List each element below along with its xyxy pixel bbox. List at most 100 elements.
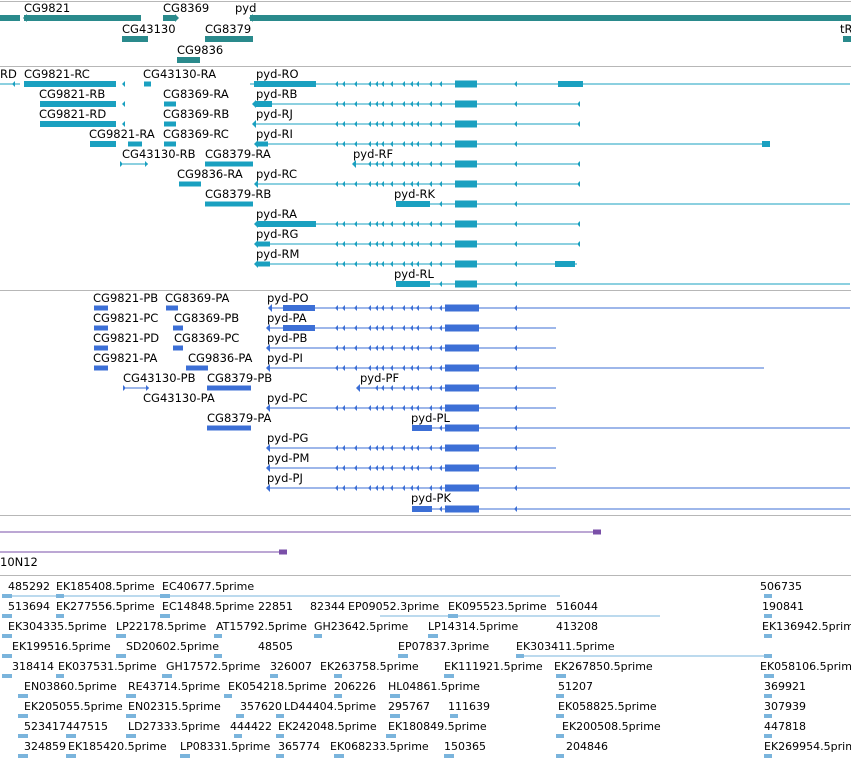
transcript-strand-arrow[interactable] [254,260,258,268]
feature-label-pyd-ri[interactable]: pyd-RI [256,127,293,141]
transcript-exon[interactable] [164,141,176,147]
feature-label-ek136942-5prime[interactable]: EK136942.5prime [762,620,851,633]
transcript-exon[interactable] [40,101,116,107]
transcript-exon-arrow[interactable] [335,101,338,107]
transcript-exon-arrow[interactable] [514,101,517,107]
protein-exon-arrow[interactable] [335,465,338,471]
feature-label-307939[interactable]: 307939 [764,700,806,713]
est-block[interactable] [556,674,566,678]
est-block[interactable] [334,754,344,758]
protein-exon-arrow[interactable] [390,465,393,471]
feature-label-150365[interactable]: 150365 [444,740,486,753]
feature-label-447515[interactable]: 447515 [66,720,108,733]
transcript-exon-arrow[interactable] [439,101,442,107]
transcript-exon-arrow[interactable] [402,101,405,107]
est-block[interactable] [18,694,28,698]
feature-label-gh23642-5prime[interactable]: GH23642.5prime [314,620,409,633]
transcript-exon[interactable] [455,100,477,108]
transcript-exon-arrow[interactable] [429,161,432,167]
transcript-exon-arrow[interactable] [342,181,345,187]
transcript-exon-arrow[interactable] [354,121,357,127]
protein-exon-arrow[interactable] [375,465,378,471]
transcript-exon-arrow[interactable] [577,121,580,127]
transcript-exon-arrow[interactable] [410,141,413,147]
transcript-exon-arrow[interactable] [335,221,338,227]
protein-exon[interactable] [445,324,479,332]
feature-label-lp14314-5prime[interactable]: LP14314.5prime [428,620,519,633]
feature-label-cg8379-pa[interactable]: CG8379-PA [207,411,272,425]
transcript-exon-arrow[interactable] [402,141,405,147]
transcript-exon-arrow[interactable] [429,81,432,87]
gene-glyph[interactable] [0,15,20,21]
feature-label-cg8369-pa[interactable]: CG8369-PA [165,291,230,305]
transcript-exon-arrow[interactable] [514,241,517,247]
feature-label-ep07837-3prime[interactable]: EP07837.3prime [398,640,490,653]
feature-label-ek277556-5prime[interactable]: EK277556.5prime [56,600,155,613]
gene-glyph[interactable] [250,15,851,21]
feature-label-51207[interactable]: 51207 [558,680,593,693]
protein-exon-arrow[interactable] [335,325,338,331]
protein-exon[interactable] [173,345,183,351]
est-block[interactable] [516,654,524,658]
est-block[interactable] [764,734,772,738]
feature-label-cg8369-ra[interactable]: CG8369-RA [163,87,229,101]
transcript-exon[interactable] [455,260,477,268]
protein-exon[interactable] [166,305,178,311]
feature-label-ek037531-5prime[interactable]: EK037531.5prime [58,660,157,673]
protein-exon-arrow[interactable] [429,465,432,471]
feature-label-ec14848-5prime[interactable]: EC14848.5prime [162,600,255,613]
protein-exon-arrow[interactable] [410,485,413,491]
transcript-exon-arrow[interactable] [375,261,378,267]
est-block[interactable] [448,614,458,618]
transcript-exon-arrow[interactable] [381,81,384,87]
transcript-strand-arrow[interactable] [254,140,258,148]
feature-label-en02315-5prime[interactable]: EN02315.5prime [128,700,221,713]
feature-label-cg8379-rb[interactable]: CG8379-RB [205,187,272,201]
transcript-exon-arrow[interactable] [390,101,393,107]
protein-strand-arrow[interactable] [356,384,360,392]
transcript-exon-arrow[interactable] [342,121,345,127]
est-block[interactable] [234,734,242,738]
protein-exon-arrow[interactable] [342,345,345,351]
transcript-exon-arrow[interactable] [342,141,345,147]
feature-label-cg9836-pa[interactable]: CG9836-PA [188,351,253,365]
transcript-exon-arrow[interactable] [381,101,384,107]
protein-exon-arrow[interactable] [410,305,413,311]
transcript-exon[interactable] [258,261,270,267]
feature-label-hl04861-5prime[interactable]: HL04861.5prime [388,680,480,693]
protein-strand-arrow[interactable] [266,404,270,412]
feature-label-ec40677-5prime[interactable]: EC40677.5prime [162,580,255,593]
protein-exon-arrow[interactable] [410,465,413,471]
feature-label-cg8369-pb[interactable]: CG8369-PB [174,311,240,325]
transcript-exon-arrow[interactable] [514,141,517,147]
protein-strand-arrow[interactable] [266,324,270,332]
est-block[interactable] [162,674,172,678]
feature-label-cg9821-pa[interactable]: CG9821-PA [93,351,158,365]
transcript-exon-arrow[interactable] [429,121,432,127]
transcript-exon-arrow[interactable] [416,181,419,187]
feature-label-pyd-ro[interactable]: pyd-RO [256,67,299,81]
protein-exon-arrow[interactable] [410,385,413,391]
est-block[interactable] [764,654,772,658]
feature-label-ek058825-5prime[interactable]: EK058825.5prime [558,700,657,713]
transcript-exon[interactable] [205,161,253,167]
protein-exon-arrow[interactable] [416,325,419,331]
protein-exon-arrow[interactable] [514,405,517,411]
transcript-exon-arrow[interactable] [410,161,413,167]
transcript-exon[interactable] [455,80,477,88]
transcript-exon[interactable] [256,101,272,107]
transcript-strand-arrow[interactable] [252,100,256,108]
protein-strand-arrow[interactable] [266,444,270,452]
transcript-exon-arrow[interactable] [416,161,419,167]
transcript-exon-arrow[interactable] [368,121,371,127]
protein-exon[interactable] [445,484,479,492]
feature-label-cg9821-rc[interactable]: CG9821-RC [24,67,90,81]
feature-label-cg8379[interactable]: CG8379 [205,22,252,36]
transcript-exon-arrow[interactable] [439,141,442,147]
feature-label-cg9821-rb[interactable]: CG9821-RB [39,87,106,101]
feature-label-pyd-rb[interactable]: pyd-RB [256,87,298,101]
transcript-exon-arrow[interactable] [375,181,378,187]
protein-exon-arrow[interactable] [368,345,371,351]
protein-exon-arrow[interactable] [335,405,338,411]
transcript-exon-arrow[interactable] [342,81,345,87]
